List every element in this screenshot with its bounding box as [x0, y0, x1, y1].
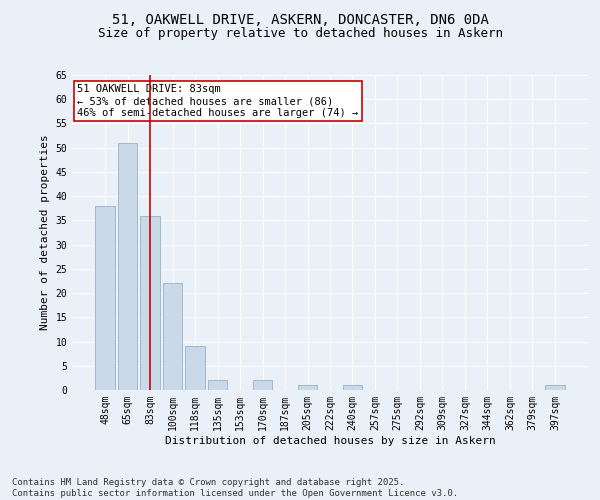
- Text: Size of property relative to detached houses in Askern: Size of property relative to detached ho…: [97, 28, 503, 40]
- Bar: [298, 385, 317, 390]
- Bar: [185, 346, 205, 390]
- Bar: [545, 385, 565, 390]
- Bar: [118, 143, 137, 390]
- Bar: [140, 216, 160, 390]
- Bar: [208, 380, 227, 390]
- Text: 51 OAKWELL DRIVE: 83sqm
← 53% of detached houses are smaller (86)
46% of semi-de: 51 OAKWELL DRIVE: 83sqm ← 53% of detache…: [77, 84, 358, 117]
- Bar: [253, 380, 272, 390]
- Bar: [95, 206, 115, 390]
- Text: Contains HM Land Registry data © Crown copyright and database right 2025.
Contai: Contains HM Land Registry data © Crown c…: [12, 478, 458, 498]
- Bar: [163, 284, 182, 390]
- Text: 51, OAKWELL DRIVE, ASKERN, DONCASTER, DN6 0DA: 51, OAKWELL DRIVE, ASKERN, DONCASTER, DN…: [112, 12, 488, 26]
- Y-axis label: Number of detached properties: Number of detached properties: [40, 134, 50, 330]
- Bar: [343, 385, 362, 390]
- X-axis label: Distribution of detached houses by size in Askern: Distribution of detached houses by size …: [164, 436, 496, 446]
